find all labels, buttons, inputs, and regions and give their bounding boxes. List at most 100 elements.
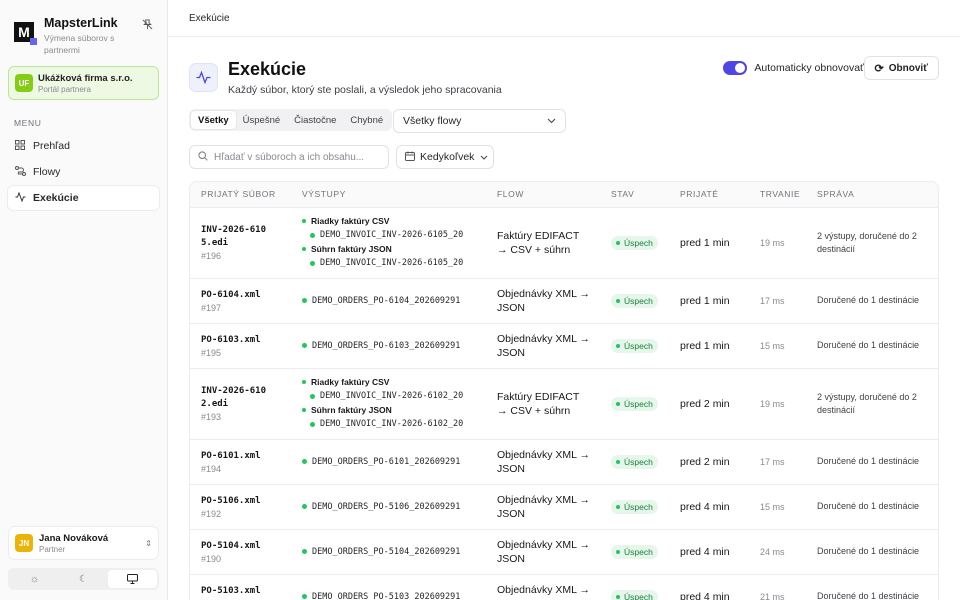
table-row[interactable]: INV-2026-6102.edi #193 Riadky faktúry CSV D… — [190, 368, 938, 440]
flow-name: Faktúry EDIFACT → CSV + súhrn — [497, 390, 580, 417]
brand: M MapsterLink Výmena súborov s partnermi — [0, 0, 167, 62]
message: 2 výstupy, doručené do 2 destinácií — [817, 230, 917, 254]
status-dot — [310, 232, 315, 238]
search-box — [189, 145, 389, 169]
column-header[interactable]: SPRÁVA — [806, 182, 938, 208]
search-input[interactable] — [214, 151, 380, 163]
monitor-icon[interactable] — [108, 570, 157, 588]
file-name[interactable]: PO-6101.xml — [201, 450, 261, 461]
sidebar-item-prehlad[interactable]: Prehľad — [8, 134, 159, 158]
sidebar-item-label: Exekúcie — [33, 192, 79, 204]
sidebar-item-label: Flowy — [33, 166, 61, 178]
column-header[interactable]: FLOW — [486, 182, 600, 208]
status-dot — [302, 247, 306, 251]
theme-switcher: ☼ ☾ — [8, 568, 159, 590]
file-id: #195 — [201, 347, 222, 358]
moon-icon[interactable]: ☾ — [79, 573, 88, 585]
received-time: pred 1 min — [669, 278, 749, 324]
status-dot — [310, 393, 315, 399]
table-row[interactable]: PO-5106.xml #192 DEMO_ORDERS_PO-5106_20260… — [190, 484, 938, 530]
status-dot — [616, 240, 620, 245]
file-name[interactable]: PO-6103.xml — [201, 334, 261, 345]
activity-icon — [14, 191, 26, 205]
sidebar-item-exekucie[interactable]: Exekúcie — [8, 186, 159, 210]
status-badge: Úspech — [611, 338, 658, 353]
output-label: Riadky faktúry CSV — [302, 215, 486, 228]
received-time: pred 2 min — [669, 368, 749, 440]
sidebar: M MapsterLink Výmena súborov s partnermi… — [0, 0, 168, 600]
message: Doručené do 1 destinácie — [817, 501, 920, 511]
file-name[interactable]: PO-5106.xml — [201, 495, 261, 506]
output-file-link[interactable]: DEMO_INVOIC_INV-2026-6102_20 — [302, 389, 472, 404]
menu-title: MENU — [14, 118, 42, 128]
tab-ciastocne[interactable]: Čiastočne — [294, 114, 337, 126]
column-header[interactable]: PRIJATÉ — [669, 182, 749, 208]
tab-chybne[interactable]: Chybné — [350, 114, 384, 126]
tab-uspesne[interactable]: Úspešné — [242, 114, 281, 126]
flow-name: Objednávky XML → JSON — [497, 448, 590, 475]
duration: 17 ms — [749, 439, 806, 485]
page-header: Exekúcie Každý súbor, ktorý ste poslali,… — [189, 59, 502, 96]
column-header[interactable]: PRIJATÝ SÚBOR — [190, 182, 291, 208]
status-badge: Úspech — [611, 235, 658, 250]
file-name[interactable]: INV-2026-6105.edi — [201, 225, 267, 248]
auto-refresh-toggle[interactable] — [723, 61, 748, 75]
status-dot — [616, 401, 620, 406]
status-dot — [302, 343, 307, 348]
status-dot — [616, 459, 620, 464]
page-subtitle: Každý súbor, ktorý ste poslali, a výsled… — [228, 84, 502, 96]
flow-select[interactable]: Všetky flowy — [393, 109, 566, 133]
flow-name: Objednávky XML → JSON — [497, 538, 590, 565]
duration: 24 ms — [749, 529, 806, 575]
refresh-button[interactable]: ⟳ Obnoviť — [863, 56, 939, 80]
received-time: pred 4 min — [669, 529, 749, 575]
status-dot — [302, 380, 306, 384]
status-dot — [616, 343, 620, 348]
file-name[interactable]: INV-2026-6102.edi — [201, 386, 267, 409]
organization-switcher[interactable]: UF Ukážková firma s.r.o. Portál partnera — [8, 66, 159, 100]
column-header[interactable]: STAV — [600, 182, 669, 208]
search-icon — [198, 150, 208, 164]
table-row[interactable]: PO-6104.xml #197 DEMO_ORDERS_PO-6104_20260… — [190, 278, 938, 324]
grid-icon — [14, 139, 26, 153]
column-header[interactable]: VÝSTUPY — [291, 182, 486, 208]
pin-off-icon[interactable] — [142, 19, 153, 33]
table-row[interactable]: PO-6103.xml #195 DEMO_ORDERS_PO-6103_20260… — [190, 323, 938, 369]
sidebar-item-flowy[interactable]: Flowy — [8, 160, 159, 184]
user-menu[interactable]: JN Jana Nováková Partner ⇕ — [8, 526, 159, 560]
output-file-link[interactable]: DEMO_ORDERS_PO-5104_202609291 — [302, 547, 472, 557]
file-id: #190 — [201, 553, 222, 564]
sun-icon[interactable]: ☼ — [29, 573, 40, 585]
table-row[interactable]: PO-5103.xml #188 DEMO_ORDERS_PO-5103_20260… — [190, 574, 938, 600]
org-avatar: UF — [15, 74, 33, 92]
logo: M — [14, 22, 37, 45]
refresh-label: Obnoviť — [888, 62, 928, 74]
output-file-link[interactable]: DEMO_INVOIC_INV-2026-6102_20 — [302, 417, 472, 432]
table-row[interactable]: INV-2026-6105.edi #196 Riadky faktúry CSV D… — [190, 207, 938, 279]
output-file-link[interactable]: DEMO_ORDERS_PO-6103_202609291 — [302, 341, 472, 351]
column-header[interactable]: TRVANIE — [749, 182, 806, 208]
output-file-link[interactable]: DEMO_INVOIC_INV-2026-6105_20 — [302, 256, 472, 271]
status-dot — [616, 504, 620, 509]
file-name[interactable]: PO-5104.xml — [201, 540, 261, 551]
file-id: #193 — [201, 412, 222, 422]
output-file-link[interactable]: DEMO_ORDERS_PO-6101_202609291 — [302, 457, 472, 467]
status-dot — [302, 459, 307, 464]
file-name[interactable]: PO-6104.xml — [201, 289, 261, 300]
output-file-link[interactable]: DEMO_ORDERS_PO-5103_202609291 — [302, 592, 472, 600]
output-label: Súhrn faktúry JSON — [302, 243, 486, 256]
table-row[interactable]: PO-6101.xml #194 DEMO_ORDERS_PO-6101_20260… — [190, 439, 938, 485]
message: 2 výstupy, doručené do 2 destinácií — [817, 391, 917, 415]
date-filter[interactable]: Kedykoľvek — [396, 145, 494, 169]
org-name: Ukážková firma s.r.o. — [38, 72, 133, 84]
output-file-link[interactable]: DEMO_INVOIC_INV-2026-6105_20 — [302, 228, 472, 243]
output-file-link[interactable]: DEMO_ORDERS_PO-6104_202609291 — [302, 296, 472, 306]
page-title: Exekúcie — [228, 59, 307, 79]
table-row[interactable]: PO-5104.xml #190 DEMO_ORDERS_PO-5104_20260… — [190, 529, 938, 575]
tab-vsetky[interactable]: Všetky — [191, 111, 236, 129]
output-file-link[interactable]: DEMO_ORDERS_PO-5106_202609291 — [302, 502, 472, 512]
duration: 19 ms — [749, 207, 806, 279]
file-name[interactable]: PO-5103.xml — [201, 585, 261, 596]
duration: 17 ms — [749, 278, 806, 324]
status-dot — [616, 549, 620, 554]
